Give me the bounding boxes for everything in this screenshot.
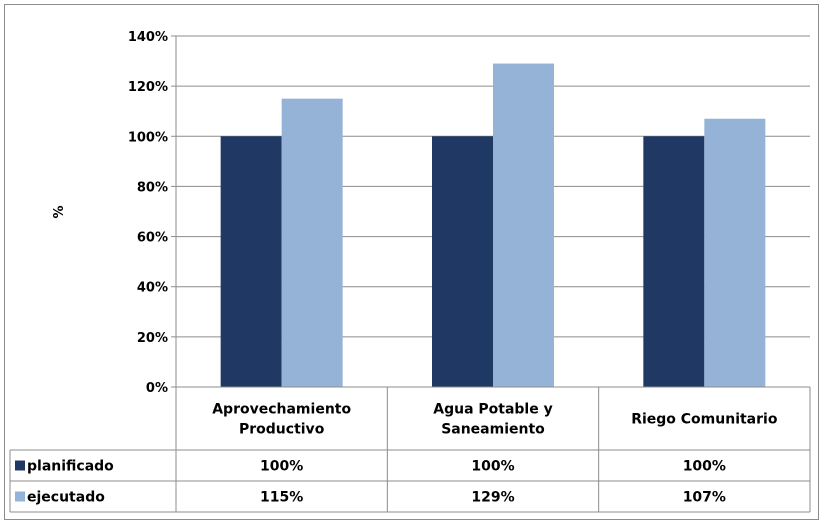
y-tick-label: 80%	[137, 180, 168, 195]
x-category-label: Agua Potable y	[433, 402, 552, 418]
legend-swatch-planificado	[15, 460, 25, 471]
x-category-label: Riego Comunitario	[631, 412, 778, 428]
y-tick-label: 100%	[128, 130, 168, 145]
legend-label-ejecutado: ejecutado	[27, 490, 105, 506]
y-tick-label: 60%	[137, 231, 168, 246]
data-label-ejecutado: 115%	[260, 490, 303, 506]
x-category-label: Aprovechamiento	[212, 402, 351, 418]
y-tick-label: 0%	[146, 381, 168, 396]
bar-planificado	[432, 136, 493, 387]
y-tick-label: 120%	[128, 80, 168, 95]
y-tick-label: 140%	[128, 30, 168, 45]
y-axis-label: %	[52, 205, 67, 218]
legend-label-planificado: planificado	[27, 459, 114, 475]
legend-swatch-ejecutado	[15, 491, 25, 502]
y-tick-label: 40%	[137, 281, 168, 296]
y-tick-label: 20%	[137, 331, 168, 346]
x-category-label: Saneamiento	[441, 422, 545, 438]
bar-planificado	[220, 136, 282, 387]
bar-ejecutado	[493, 63, 554, 387]
bar-ejecutado	[704, 118, 766, 387]
bar-ejecutado	[281, 98, 343, 387]
x-category-label: Productivo	[239, 422, 325, 438]
data-label-planificado: 100%	[260, 459, 303, 475]
data-label-planificado: 100%	[471, 459, 514, 475]
data-label-planificado: 100%	[683, 459, 726, 475]
data-label-ejecutado: 129%	[471, 490, 514, 506]
bar-planificado	[643, 136, 705, 387]
data-label-ejecutado: 107%	[683, 490, 726, 506]
